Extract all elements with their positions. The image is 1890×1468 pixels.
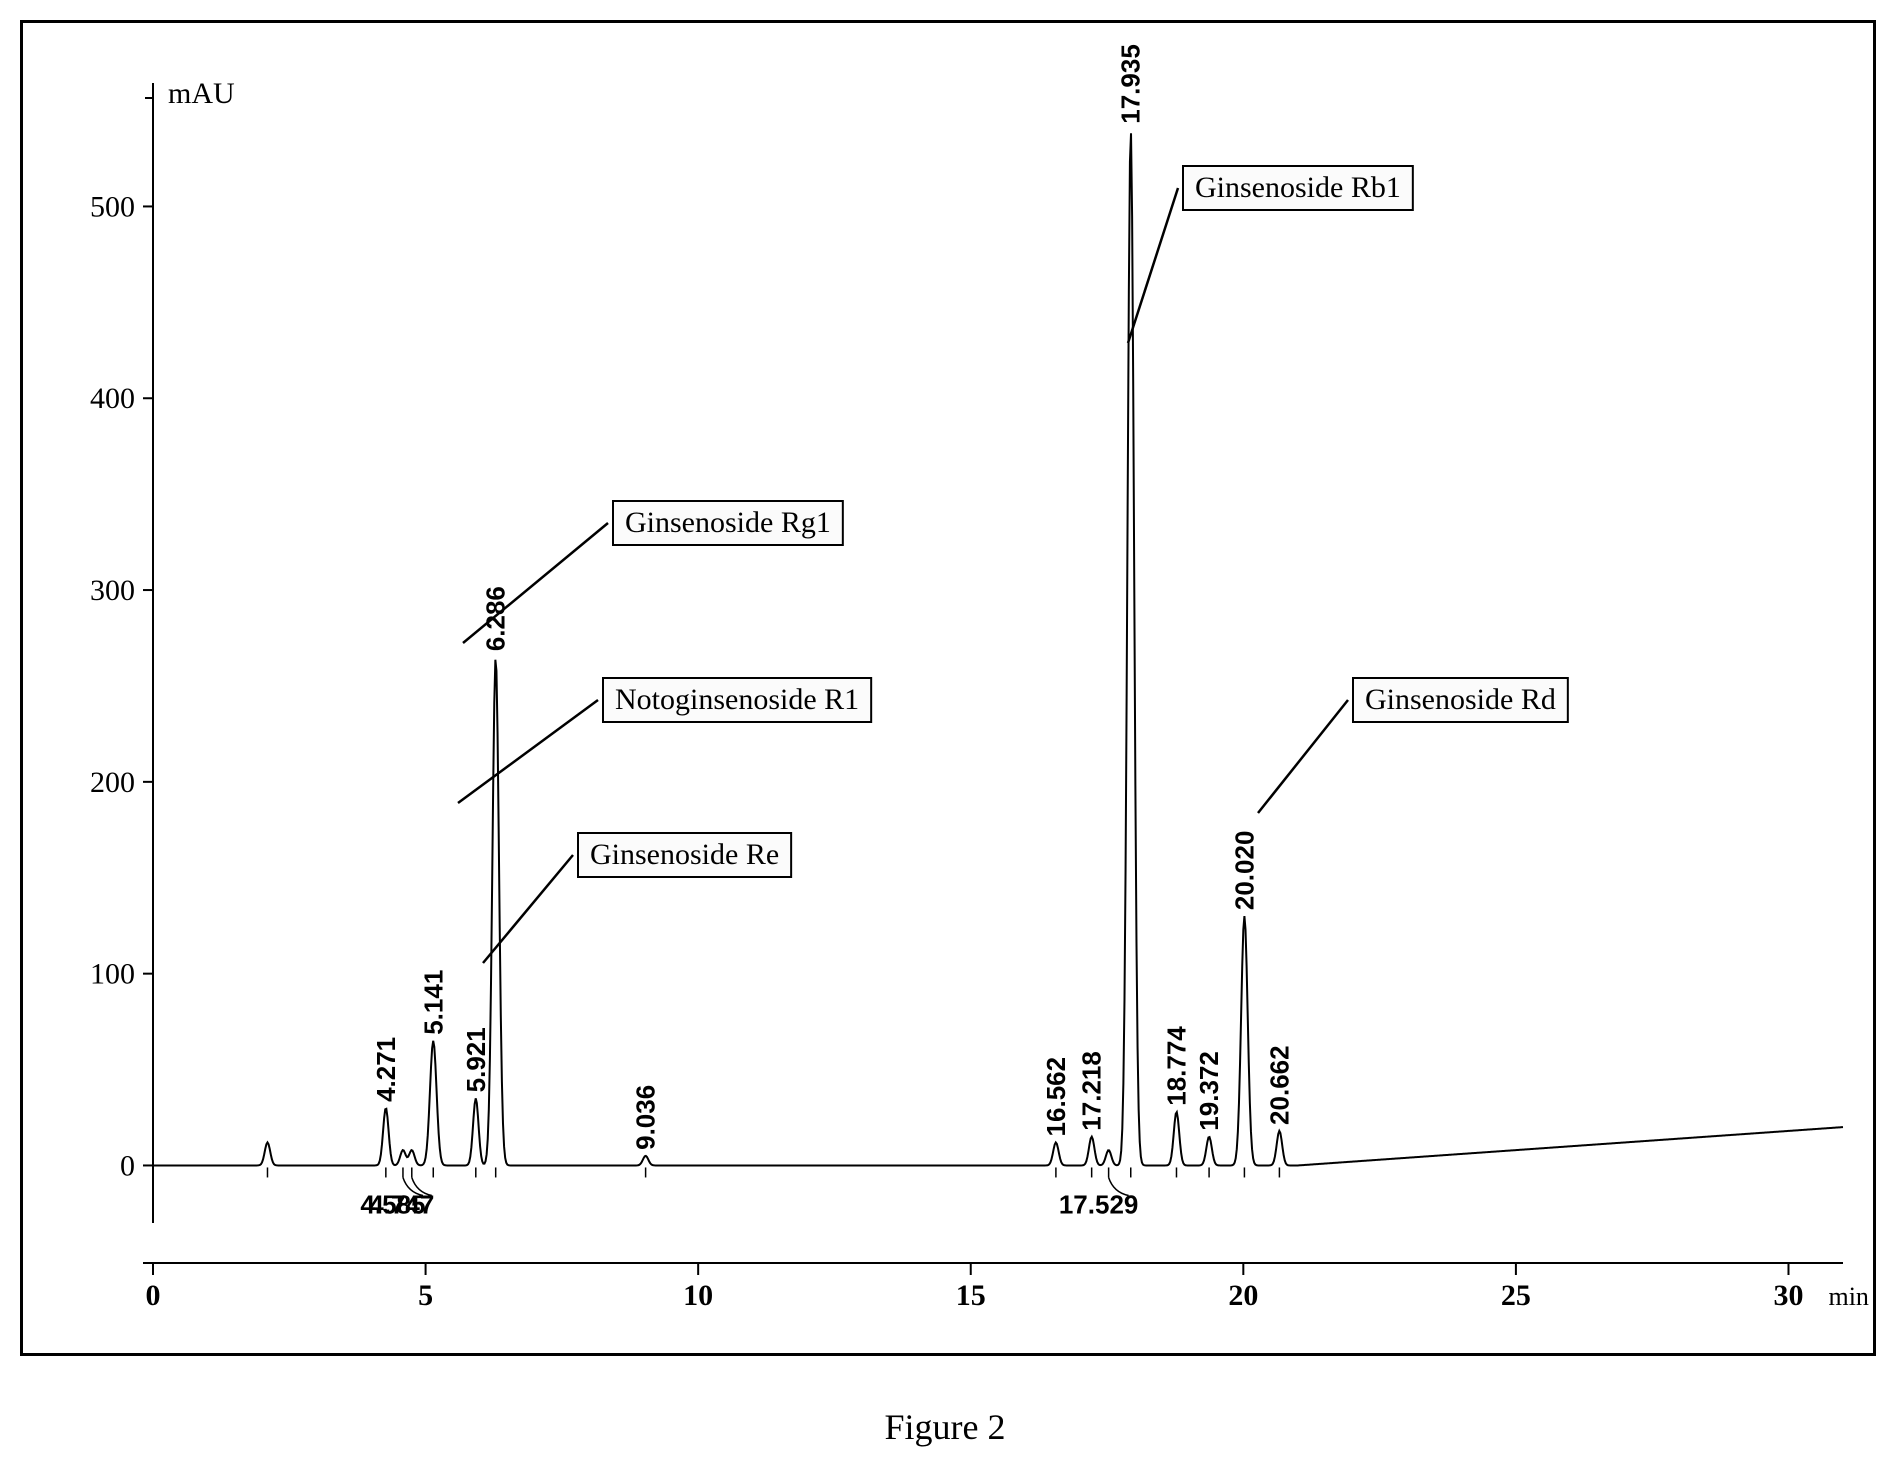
svg-text:20: 20 bbox=[1228, 1279, 1258, 1312]
svg-text:500: 500 bbox=[90, 190, 135, 223]
svg-text:Ginsenoside Rg1: Ginsenoside Rg1 bbox=[625, 506, 831, 539]
svg-text:0: 0 bbox=[120, 1149, 135, 1182]
svg-text:min: min bbox=[1828, 1282, 1868, 1311]
svg-text:200: 200 bbox=[90, 766, 135, 799]
svg-text:0: 0 bbox=[146, 1279, 161, 1312]
chart-svg: 0 100 200 300 400 500 0 5 10 15 20 25 30 mAU min 4.271 4… bbox=[23, 23, 1873, 1353]
svg-text:19.372: 19.372 bbox=[1194, 1051, 1224, 1131]
svg-text:20.020: 20.020 bbox=[1229, 831, 1259, 911]
svg-text:5.921: 5.921 bbox=[461, 1027, 491, 1092]
svg-text:Ginsenoside Re: Ginsenoside Re bbox=[590, 838, 779, 871]
svg-text:17.529: 17.529 bbox=[1059, 1189, 1139, 1219]
svg-text:5: 5 bbox=[418, 1279, 433, 1312]
svg-text:17.935: 17.935 bbox=[1116, 44, 1146, 124]
svg-text:16.562: 16.562 bbox=[1041, 1057, 1071, 1137]
svg-text:5.141: 5.141 bbox=[418, 970, 448, 1035]
svg-text:100: 100 bbox=[90, 958, 135, 991]
svg-text:300: 300 bbox=[90, 574, 135, 607]
svg-text:18.774: 18.774 bbox=[1161, 1026, 1191, 1106]
svg-text:25: 25 bbox=[1501, 1279, 1531, 1312]
svg-text:400: 400 bbox=[90, 382, 135, 415]
svg-text:4.271: 4.271 bbox=[371, 1037, 401, 1102]
svg-text:mAU: mAU bbox=[168, 77, 235, 110]
svg-text:4.747: 4.747 bbox=[369, 1189, 434, 1219]
svg-text:Ginsenoside Rb1: Ginsenoside Rb1 bbox=[1195, 171, 1401, 204]
svg-text:9.036: 9.036 bbox=[631, 1085, 661, 1150]
svg-text:10: 10 bbox=[683, 1279, 713, 1312]
svg-text:6.286: 6.286 bbox=[481, 586, 511, 651]
svg-text:17.218: 17.218 bbox=[1077, 1051, 1107, 1131]
svg-text:15: 15 bbox=[956, 1279, 986, 1312]
svg-text:20.662: 20.662 bbox=[1264, 1045, 1294, 1125]
figure-caption: Figure 2 bbox=[20, 1406, 1870, 1448]
chromatogram-chart: 0 100 200 300 400 500 0 5 10 15 20 25 30 mAU min 4.271 4… bbox=[20, 20, 1876, 1356]
svg-text:30: 30 bbox=[1773, 1279, 1803, 1312]
svg-text:Notoginsenoside R1: Notoginsenoside R1 bbox=[615, 683, 859, 716]
svg-text:Ginsenoside Rd: Ginsenoside Rd bbox=[1365, 683, 1556, 716]
